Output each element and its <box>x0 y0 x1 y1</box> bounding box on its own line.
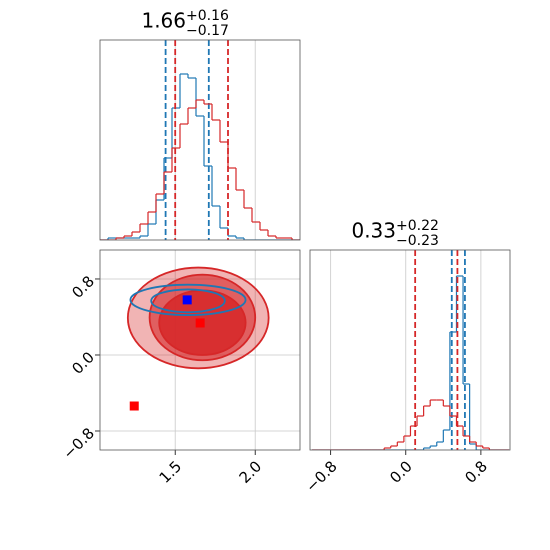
panel-frame <box>309 249 511 451</box>
x-tick-label: 1.5 <box>156 457 186 487</box>
panel-plot <box>100 40 300 240</box>
x-tick-label: 2.0 <box>236 457 266 487</box>
contour-level <box>129 283 247 316</box>
panel-title: 1.66 <box>141 9 186 33</box>
y-tick-label: −0.8 <box>60 424 98 462</box>
panel-plot <box>311 250 510 450</box>
title-lower: −0.17 <box>186 23 229 39</box>
title-upper: +0.16 <box>186 8 229 24</box>
x-tick-label: −0.8 <box>302 457 340 495</box>
x-tick-label: 0.0 <box>386 457 416 487</box>
panel-title: 0.33 <box>351 219 396 243</box>
y-tick-label: 0.0 <box>68 348 98 378</box>
y-tick-label: 0.8 <box>68 272 98 302</box>
panel-plot <box>100 250 300 450</box>
marker <box>195 318 205 328</box>
title-lower: −0.23 <box>396 233 439 249</box>
marker <box>129 401 139 411</box>
panel-frame <box>99 39 301 241</box>
x-tick-label: 0.8 <box>461 457 491 487</box>
contour-level <box>150 288 226 314</box>
title-upper: +0.22 <box>396 218 439 234</box>
marker <box>182 295 192 305</box>
panel-frame <box>99 249 301 451</box>
